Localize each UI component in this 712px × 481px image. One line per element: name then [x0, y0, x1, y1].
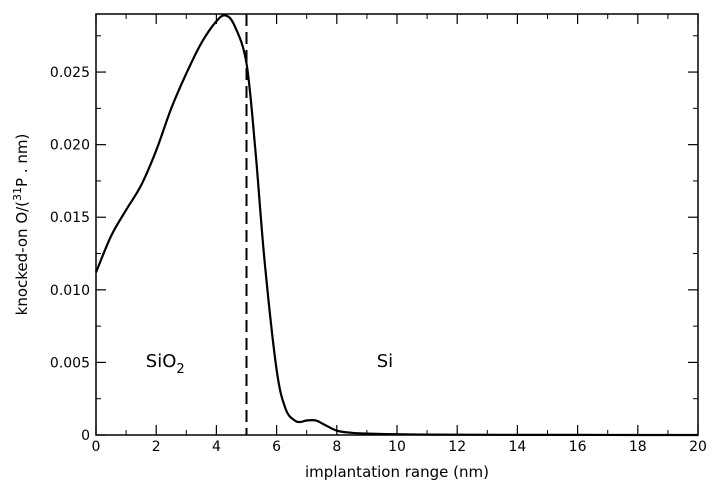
x-tick-label: 0	[92, 439, 101, 455]
y-tick-label: 0	[81, 428, 90, 444]
y-axis-label-suffix: P . nm)	[13, 134, 31, 187]
y-tick-label: 0.005	[50, 355, 90, 371]
y-tick-label: 0.020	[50, 138, 90, 154]
x-tick-label: 14	[508, 439, 526, 455]
y-axis-label-superscript: 31	[11, 187, 24, 201]
region-label: SiO2	[146, 351, 185, 377]
annotations-group: SiO2 Si	[146, 351, 393, 377]
x-tick-label: 8	[332, 439, 341, 455]
x-tick-label: 4	[212, 439, 221, 455]
x-tick-label: 18	[629, 439, 647, 455]
x-tick-label: 2	[152, 439, 161, 455]
x-tick-label: 12	[448, 439, 466, 455]
x-tick-label: 20	[689, 439, 707, 455]
y-axis-label: knocked-on O/(31P . nm)	[11, 134, 31, 316]
y-axis-label-prefix: knocked-on O/(	[13, 201, 31, 315]
plot-frame	[95, 13, 699, 436]
plot-frame-group	[95, 13, 699, 436]
y-tick-label: 0.025	[50, 65, 90, 81]
x-tick-label: 10	[388, 439, 406, 455]
x-tick-label: 16	[569, 439, 587, 455]
y-tick-label: 0.015	[50, 210, 90, 226]
y-tick-label: 0.010	[50, 283, 90, 299]
tick-labels-group: 0 2 4 6 8 10 12 14 16 18 20 0 0.005 0.010 0.015 0.020 0.…	[50, 65, 707, 455]
x-tick-label: 6	[272, 439, 281, 455]
region-label: Si	[377, 351, 393, 372]
series-line	[94, 14, 699, 437]
ticks-group	[95, 14, 699, 436]
x-axis-label: implantation range (nm)	[305, 463, 489, 481]
